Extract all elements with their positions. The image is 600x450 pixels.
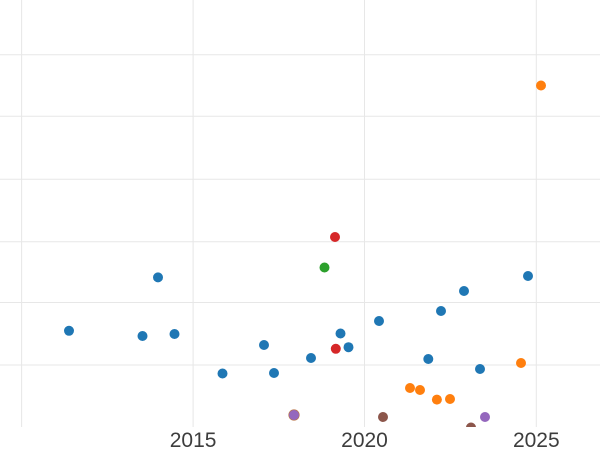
- svg-text:2015: 2015: [170, 429, 217, 450]
- svg-text:2020: 2020: [341, 429, 388, 450]
- svg-text:2025: 2025: [513, 429, 560, 450]
